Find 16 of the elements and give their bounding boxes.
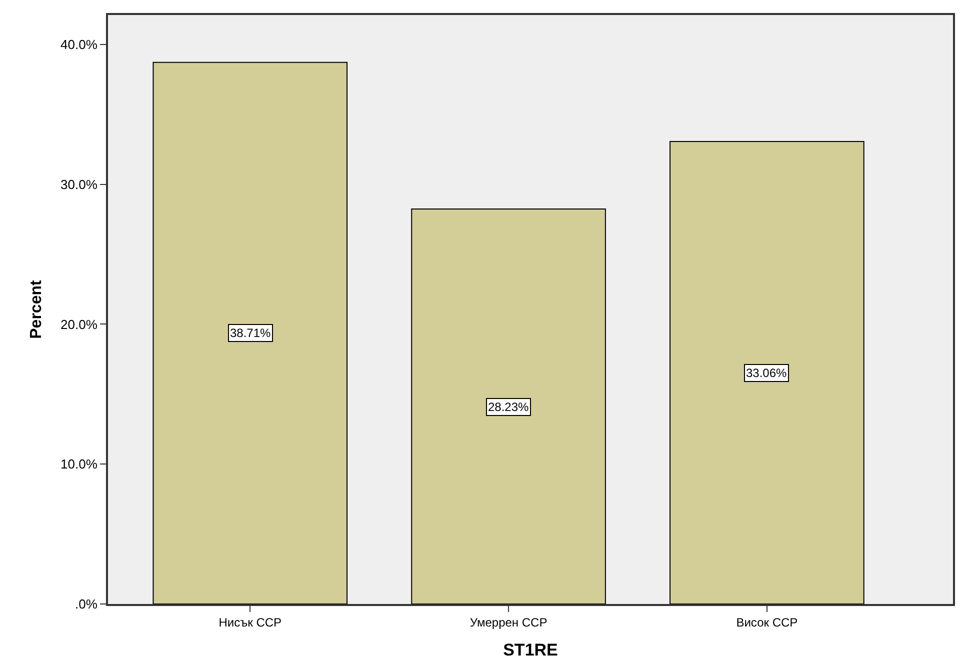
x-axis-title: ST1RE xyxy=(503,640,558,660)
x-tick-label: Умеррен ССР xyxy=(470,615,548,630)
bar xyxy=(670,140,864,604)
y-tick-label: .0% xyxy=(74,596,98,612)
y-tick-label: 10.0% xyxy=(60,456,98,472)
data-label: 38.71% xyxy=(230,326,272,340)
y-tick-label: 30.0% xyxy=(60,176,98,192)
y-tick-label: 20.0% xyxy=(60,316,98,332)
bar xyxy=(152,62,348,604)
y-axis-title: Percent xyxy=(28,279,45,339)
x-tick-label: Нисък ССР xyxy=(218,615,282,630)
x-tick-label: Висок ССР xyxy=(736,615,798,630)
bar xyxy=(411,208,606,604)
y-tick-label: 40.0% xyxy=(60,36,98,52)
data-label: 33.06% xyxy=(746,366,788,380)
data-label: 28.23% xyxy=(488,400,530,414)
